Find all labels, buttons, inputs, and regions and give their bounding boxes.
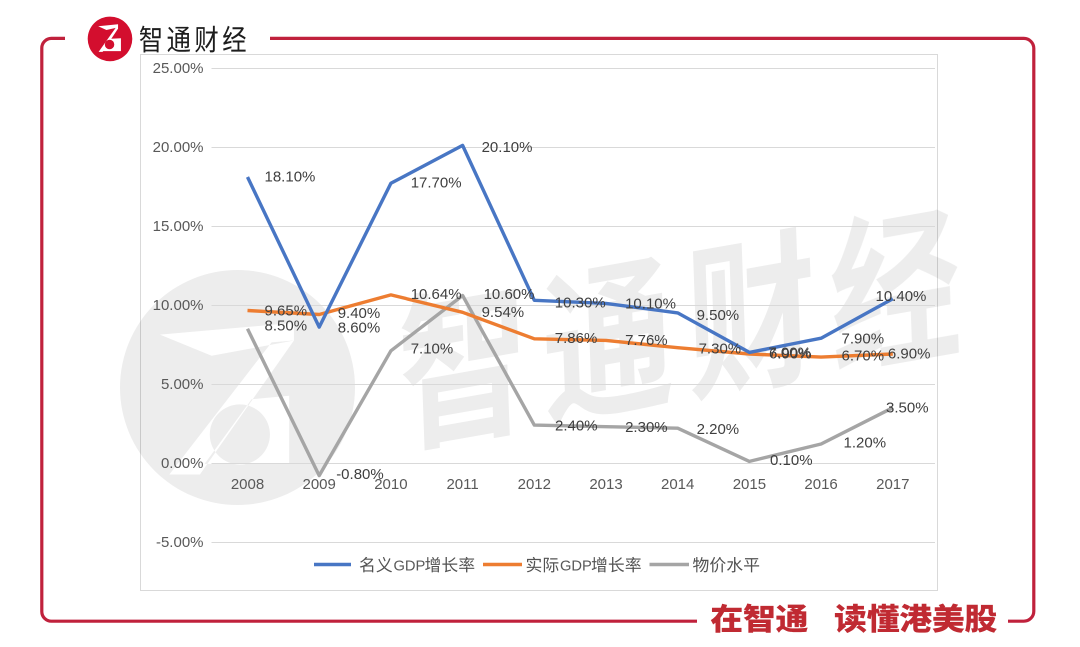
svg-text:10.64%: 10.64%	[411, 286, 462, 303]
svg-text:7.90%: 7.90%	[842, 330, 885, 347]
svg-text:6.90%: 6.90%	[769, 346, 812, 363]
svg-text:25.00%: 25.00%	[153, 60, 204, 77]
svg-text:0.00%: 0.00%	[161, 455, 204, 472]
svg-text:2016: 2016	[804, 476, 837, 493]
svg-text:5.00%: 5.00%	[161, 376, 204, 393]
svg-text:2014: 2014	[661, 476, 694, 493]
svg-text:9.54%: 9.54%	[482, 304, 525, 321]
svg-text:18.10%: 18.10%	[265, 169, 316, 186]
svg-text:6.90%: 6.90%	[888, 346, 931, 363]
svg-text:2015: 2015	[733, 476, 766, 493]
svg-text:2012: 2012	[518, 476, 551, 493]
svg-text:6.70%: 6.70%	[842, 348, 885, 365]
svg-text:2008: 2008	[231, 476, 264, 493]
svg-text:2.30%: 2.30%	[625, 419, 668, 436]
svg-text:GDP: GDP	[394, 558, 426, 574]
svg-text:15.00%: 15.00%	[153, 218, 204, 235]
svg-text:9.40%: 9.40%	[338, 305, 381, 322]
svg-text:2013: 2013	[589, 476, 622, 493]
svg-text:8.60%: 8.60%	[338, 319, 381, 336]
svg-text:2017: 2017	[876, 476, 909, 493]
svg-text:8.50%: 8.50%	[265, 317, 308, 334]
svg-text:2.40%: 2.40%	[555, 417, 598, 434]
svg-text:9.65%: 9.65%	[265, 303, 308, 320]
svg-text:-0.80%: -0.80%	[336, 466, 384, 483]
svg-text:2011: 2011	[446, 476, 478, 493]
svg-text:0.10%: 0.10%	[770, 452, 813, 469]
svg-text:10.60%: 10.60%	[484, 286, 535, 303]
svg-text:2010: 2010	[374, 476, 407, 493]
svg-text:7.00%: 7.00%	[768, 345, 811, 362]
svg-text:10.00%: 10.00%	[153, 297, 204, 314]
svg-text:2.20%: 2.20%	[697, 421, 740, 438]
svg-text:1.20%: 1.20%	[844, 435, 887, 452]
svg-text:GDP: GDP	[560, 558, 592, 574]
svg-text:7.10%: 7.10%	[411, 340, 454, 357]
svg-text:10.30%: 10.30%	[555, 295, 606, 312]
svg-text:20.00%: 20.00%	[153, 139, 204, 156]
svg-text:20.10%: 20.10%	[482, 139, 533, 156]
svg-text:2009: 2009	[303, 476, 336, 493]
svg-text:7.86%: 7.86%	[555, 330, 598, 347]
svg-text:-5.00%: -5.00%	[156, 534, 204, 551]
svg-text:10.10%: 10.10%	[625, 296, 676, 313]
svg-text:9.50%: 9.50%	[697, 307, 740, 324]
svg-text:7.76%: 7.76%	[625, 332, 668, 349]
svg-text:17.70%: 17.70%	[411, 175, 462, 192]
svg-text:3.50%: 3.50%	[886, 400, 929, 417]
svg-text:7.30%: 7.30%	[699, 341, 742, 358]
svg-text:10.40%: 10.40%	[876, 288, 927, 305]
